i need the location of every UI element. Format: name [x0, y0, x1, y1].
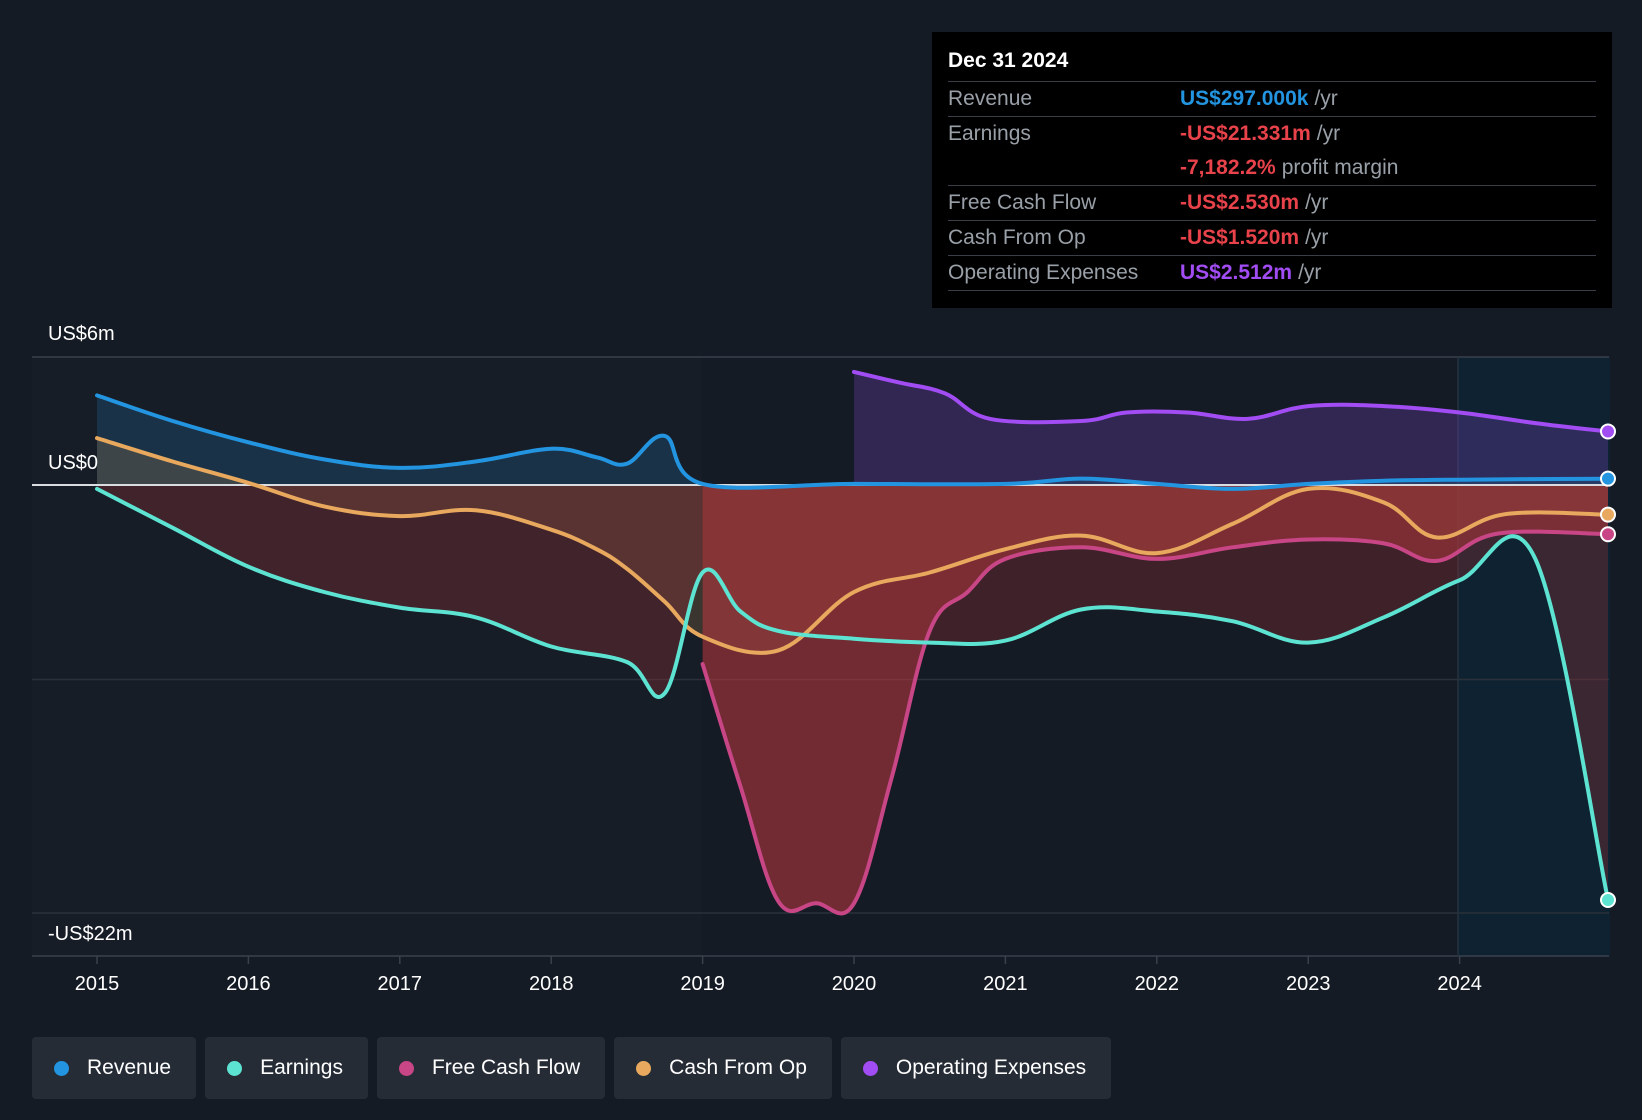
tooltip-value: -US$21.331m: [1180, 122, 1311, 145]
x-tick-label: 2023: [1286, 973, 1331, 995]
tooltip-unit: /yr: [1305, 226, 1329, 249]
forecast-highlight: [1458, 357, 1610, 957]
end-point-revenue: [1600, 470, 1616, 487]
end-point-cfo: [1600, 506, 1616, 523]
tooltip-unit: /yr: [1305, 191, 1329, 214]
end-point-opex: [1600, 423, 1616, 440]
x-tick-label: 2019: [680, 973, 725, 995]
tooltip-value: -7,182.2%: [1180, 156, 1276, 179]
tooltip-date: Dec 31 2024: [948, 46, 1596, 82]
x-tick-label: 2020: [832, 973, 877, 995]
line-revenue: [95, 393, 1609, 491]
tooltip-panel: Dec 31 2024 Revenue US$297.000k /yr Earn…: [932, 32, 1612, 308]
tooltip-row-free-cash-flow: Free Cash Flow -US$2.530m /yr: [948, 186, 1596, 221]
tooltip-value: US$2.512m: [1180, 261, 1293, 284]
legend-label: Earnings: [260, 1056, 343, 1079]
tooltip-value: -US$2.530m: [1180, 191, 1300, 214]
legend-item-cash-from-op[interactable]: Cash From Op: [614, 1037, 832, 1099]
x-tick-label: 2015: [75, 973, 120, 995]
tooltip-row-earnings: Earnings -US$21.331m /yr: [948, 117, 1596, 151]
tooltip-unit: profit margin: [1281, 156, 1399, 179]
tooltip-unit: /yr: [1298, 261, 1322, 284]
legend-item-free-cash-flow[interactable]: Free Cash Flow: [376, 1037, 606, 1099]
tooltip-row-cash-from-op: Cash From Op -US$1.520m /yr: [948, 221, 1596, 256]
area-revenue: [97, 395, 1608, 489]
legend-item-operating-expenses[interactable]: Operating Expenses: [840, 1037, 1112, 1099]
tooltip-row-operating-expenses: Operating Expenses US$2.512m /yr: [948, 256, 1596, 291]
x-tick-label: 2021: [983, 973, 1028, 995]
tooltip-row-profit-margin: -7,182.2% profit margin: [948, 151, 1596, 186]
tooltip-label: Cash From Op: [948, 226, 1086, 249]
y-label-top: US$6m: [48, 323, 115, 345]
tooltip-label: [948, 151, 1180, 185]
area-earnings: [97, 485, 1608, 900]
line-opex: [852, 369, 1609, 434]
free-cash-flow-dot-icon: [398, 1060, 414, 1076]
x-tick-label: 2017: [378, 973, 423, 995]
tooltip-label: Earnings: [948, 122, 1031, 145]
legend: Revenue Earnings Free Cash Flow Cash Fro…: [32, 1037, 1112, 1099]
legend-item-revenue[interactable]: Revenue: [32, 1037, 197, 1099]
end-point-fcf: [1600, 526, 1616, 543]
tooltip-value: US$297.000k: [1180, 87, 1309, 110]
tooltip-unit: /yr: [1316, 122, 1341, 145]
y-label-zero: US$0: [48, 452, 98, 474]
y-label-bottom: -US$22m: [48, 923, 132, 945]
x-tick-label: 2018: [529, 973, 574, 995]
line-fcf: [700, 529, 1609, 916]
tooltip-label: Operating Expenses: [948, 261, 1139, 284]
area-opex: [854, 371, 1608, 485]
end-point-earnings: [1600, 891, 1616, 908]
tooltip-unit: /yr: [1314, 87, 1338, 110]
tooltip-row-revenue: Revenue US$297.000k /yr: [948, 82, 1596, 117]
revenue-dot-icon: [54, 1060, 69, 1076]
x-tick-label: 2024: [1437, 973, 1482, 995]
tooltip-label: Free Cash Flow: [948, 191, 1097, 214]
x-tick-label: 2022: [1135, 973, 1180, 995]
line-cfo: [95, 436, 1609, 655]
earnings-dot-icon: [227, 1060, 243, 1076]
operating-expenses-dot-icon: [862, 1060, 878, 1076]
legend-label: Free Cash Flow: [431, 1056, 581, 1079]
area-fcf: [702, 485, 1608, 914]
legend-label: Cash From Op: [669, 1056, 807, 1079]
tooltip-label: Revenue: [948, 87, 1033, 110]
legend-label: Operating Expenses: [895, 1056, 1087, 1079]
tooltip-value: -US$1.520m: [1180, 226, 1300, 249]
cash-from-op-dot-icon: [636, 1060, 652, 1076]
legend-label: Revenue: [87, 1056, 172, 1079]
x-tick-label: 2016: [226, 973, 271, 995]
line-earnings: [95, 486, 1609, 902]
legend-item-earnings[interactable]: Earnings: [205, 1037, 368, 1099]
